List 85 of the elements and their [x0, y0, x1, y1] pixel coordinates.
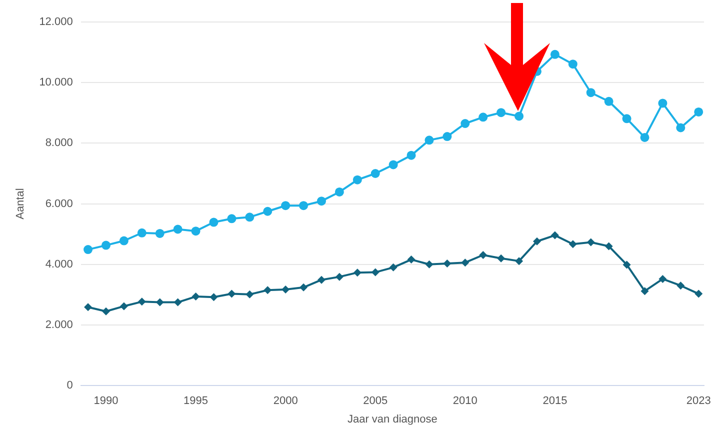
point [389, 263, 398, 272]
point [442, 132, 452, 142]
point [694, 290, 703, 298]
point [496, 108, 506, 118]
point [209, 218, 218, 227]
point [191, 226, 200, 236]
point [514, 112, 524, 121]
point [550, 50, 560, 59]
point [174, 298, 182, 306]
point [388, 160, 398, 170]
point [425, 260, 434, 268]
point [353, 268, 362, 277]
y-tick-label: 8.000 [45, 137, 73, 150]
point [407, 256, 416, 264]
point [550, 231, 559, 240]
point [173, 224, 182, 234]
y-tick-label: 10.000 [39, 76, 73, 89]
point [299, 201, 308, 210]
point [210, 293, 218, 302]
point [317, 276, 326, 284]
point [155, 228, 164, 238]
point [676, 123, 686, 132]
y-tick-label: 2.000 [45, 319, 73, 332]
point [604, 242, 613, 250]
point [460, 119, 470, 128]
point [352, 175, 362, 184]
point [120, 302, 128, 310]
point [568, 240, 577, 248]
point [102, 307, 110, 316]
x-tick-label: 1990 [94, 395, 118, 408]
point [245, 212, 254, 222]
point [300, 283, 308, 292]
x-tick-label: 1995 [184, 395, 208, 408]
point [335, 272, 344, 281]
point [371, 268, 380, 276]
point [370, 169, 380, 178]
point [228, 290, 236, 298]
x-tick-label: 2023 [686, 395, 711, 408]
point [264, 286, 272, 294]
point [424, 136, 434, 145]
point [586, 88, 596, 98]
y-axis-title: Aantal [14, 188, 27, 220]
x-tick-label: 2005 [363, 395, 388, 408]
point [497, 254, 506, 262]
point [101, 240, 110, 250]
point [263, 206, 272, 216]
point [676, 282, 685, 290]
point [694, 107, 704, 116]
point [443, 259, 452, 268]
point [586, 238, 595, 246]
point [515, 257, 524, 266]
point [246, 290, 254, 298]
point [406, 150, 416, 160]
point [84, 303, 92, 312]
point [568, 60, 578, 69]
point [282, 286, 290, 294]
x-tick-label: 2015 [542, 395, 568, 408]
point [316, 196, 326, 206]
point [119, 236, 128, 246]
point [658, 98, 668, 108]
point [604, 96, 614, 106]
y-tick-label: 12.000 [39, 16, 73, 28]
point [227, 214, 236, 224]
y-tick-label: 0 [66, 380, 73, 392]
point [461, 258, 470, 267]
point [479, 251, 488, 260]
point [640, 132, 650, 142]
point [640, 287, 649, 296]
x-tick-label: 2010 [452, 395, 478, 408]
point [281, 201, 290, 210]
point [532, 237, 541, 246]
point [156, 298, 164, 306]
point [622, 260, 631, 269]
x-axis-title: Jaar van diagnose [347, 413, 438, 426]
y-tick-label: 4.000 [45, 258, 73, 270]
point [192, 292, 200, 301]
x-tick-label: 2000 [273, 395, 298, 408]
point [84, 245, 93, 254]
point [138, 298, 146, 306]
point [478, 112, 488, 122]
point [334, 187, 344, 196]
point [658, 274, 667, 283]
point [137, 228, 146, 238]
y-tick-label: 6.000 [45, 198, 73, 210]
point [622, 114, 632, 124]
